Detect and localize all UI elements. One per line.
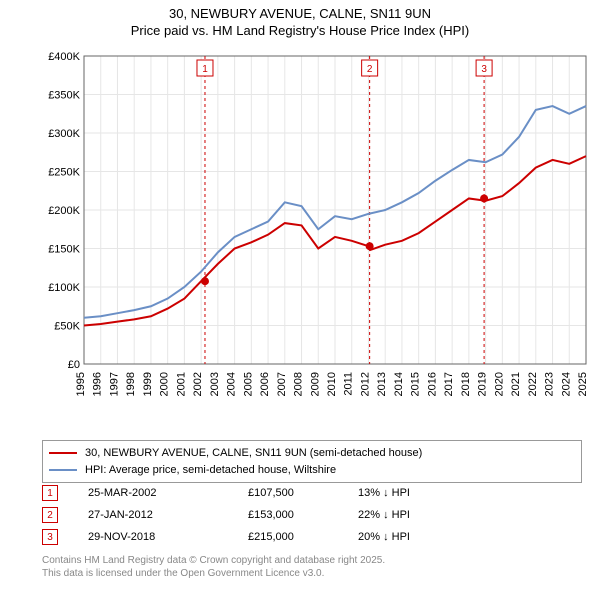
svg-text:2016: 2016 — [426, 372, 438, 396]
svg-text:2005: 2005 — [242, 372, 254, 396]
transaction-table: 1 25-MAR-2002 £107,500 13% ↓ HPI 2 27-JA… — [42, 482, 582, 548]
txn-pct: 13% ↓ HPI — [358, 487, 468, 499]
svg-text:2015: 2015 — [410, 372, 422, 396]
svg-text:£0: £0 — [68, 359, 80, 371]
svg-text:3: 3 — [481, 64, 487, 75]
svg-text:2025: 2025 — [577, 372, 589, 396]
marker-badge: 1 — [42, 485, 58, 501]
svg-text:2000: 2000 — [159, 372, 171, 396]
legend-label: 30, NEWBURY AVENUE, CALNE, SN11 9UN (sem… — [85, 445, 422, 462]
txn-price: £215,000 — [248, 531, 358, 543]
svg-text:2008: 2008 — [293, 372, 305, 396]
svg-text:£100K: £100K — [48, 282, 80, 294]
svg-text:2009: 2009 — [309, 372, 321, 396]
svg-text:£400K: £400K — [48, 51, 80, 63]
svg-text:2013: 2013 — [376, 372, 388, 396]
table-row: 1 25-MAR-2002 £107,500 13% ↓ HPI — [42, 482, 582, 504]
txn-price: £107,500 — [248, 487, 358, 499]
svg-text:2018: 2018 — [460, 372, 472, 396]
svg-text:2007: 2007 — [276, 372, 288, 396]
svg-text:2001: 2001 — [175, 372, 187, 396]
svg-text:1996: 1996 — [92, 372, 104, 396]
table-row: 2 27-JAN-2012 £153,000 22% ↓ HPI — [42, 504, 582, 526]
marker-badge: 3 — [42, 529, 58, 545]
svg-text:£150K: £150K — [48, 244, 80, 256]
txn-date: 29-NOV-2018 — [88, 531, 248, 543]
txn-date: 25-MAR-2002 — [88, 487, 248, 499]
svg-text:£50K: £50K — [54, 321, 80, 333]
svg-text:1997: 1997 — [108, 372, 120, 396]
svg-text:2003: 2003 — [209, 372, 221, 396]
svg-text:£350K: £350K — [48, 90, 80, 102]
svg-text:£250K: £250K — [48, 167, 80, 179]
title-line2: Price paid vs. HM Land Registry's House … — [0, 23, 600, 40]
title-block: 30, NEWBURY AVENUE, CALNE, SN11 9UN Pric… — [0, 0, 600, 40]
legend-swatch — [49, 452, 77, 454]
svg-text:2002: 2002 — [192, 372, 204, 396]
legend: 30, NEWBURY AVENUE, CALNE, SN11 9UN (sem… — [42, 440, 582, 483]
legend-item: HPI: Average price, semi-detached house,… — [49, 462, 575, 479]
footer-line1: Contains HM Land Registry data © Crown c… — [42, 555, 385, 568]
svg-text:£200K: £200K — [48, 205, 80, 217]
svg-text:2024: 2024 — [560, 372, 572, 396]
svg-text:2017: 2017 — [443, 372, 455, 396]
svg-text:2004: 2004 — [226, 372, 238, 396]
svg-text:2021: 2021 — [510, 372, 522, 396]
svg-text:1995: 1995 — [75, 372, 87, 396]
svg-text:2010: 2010 — [326, 372, 338, 396]
svg-text:2019: 2019 — [477, 372, 489, 396]
footer: Contains HM Land Registry data © Crown c… — [42, 555, 385, 580]
legend-label: HPI: Average price, semi-detached house,… — [85, 462, 336, 479]
legend-item: 30, NEWBURY AVENUE, CALNE, SN11 9UN (sem… — [49, 445, 575, 462]
svg-text:2012: 2012 — [359, 372, 371, 396]
txn-pct: 22% ↓ HPI — [358, 509, 468, 521]
svg-text:1: 1 — [202, 64, 208, 75]
svg-text:2022: 2022 — [527, 372, 539, 396]
svg-text:1998: 1998 — [125, 372, 137, 396]
footer-line2: This data is licensed under the Open Gov… — [42, 568, 385, 581]
svg-text:2014: 2014 — [393, 372, 405, 396]
txn-price: £153,000 — [248, 509, 358, 521]
txn-date: 27-JAN-2012 — [88, 509, 248, 521]
svg-text:2: 2 — [367, 64, 373, 75]
line-chart: £0 £50K £100K £150K £200K £250K £300K £350K £400… — [42, 50, 592, 410]
svg-text:£300K: £300K — [48, 128, 80, 140]
svg-text:2020: 2020 — [493, 372, 505, 396]
svg-text:2006: 2006 — [259, 372, 271, 396]
svg-text:1999: 1999 — [142, 372, 154, 396]
svg-text:2023: 2023 — [544, 372, 556, 396]
txn-pct: 20% ↓ HPI — [358, 531, 468, 543]
table-row: 3 29-NOV-2018 £215,000 20% ↓ HPI — [42, 526, 582, 548]
chart-container: 30, NEWBURY AVENUE, CALNE, SN11 9UN Pric… — [0, 0, 600, 590]
title-line1: 30, NEWBURY AVENUE, CALNE, SN11 9UN — [0, 6, 600, 23]
legend-swatch — [49, 469, 77, 471]
marker-badge: 2 — [42, 507, 58, 523]
svg-text:2011: 2011 — [343, 372, 355, 396]
